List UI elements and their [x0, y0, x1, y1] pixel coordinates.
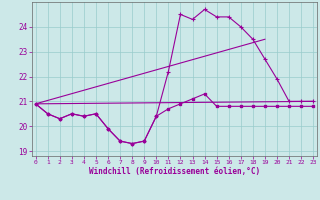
X-axis label: Windchill (Refroidissement éolien,°C): Windchill (Refroidissement éolien,°C) — [89, 167, 260, 176]
